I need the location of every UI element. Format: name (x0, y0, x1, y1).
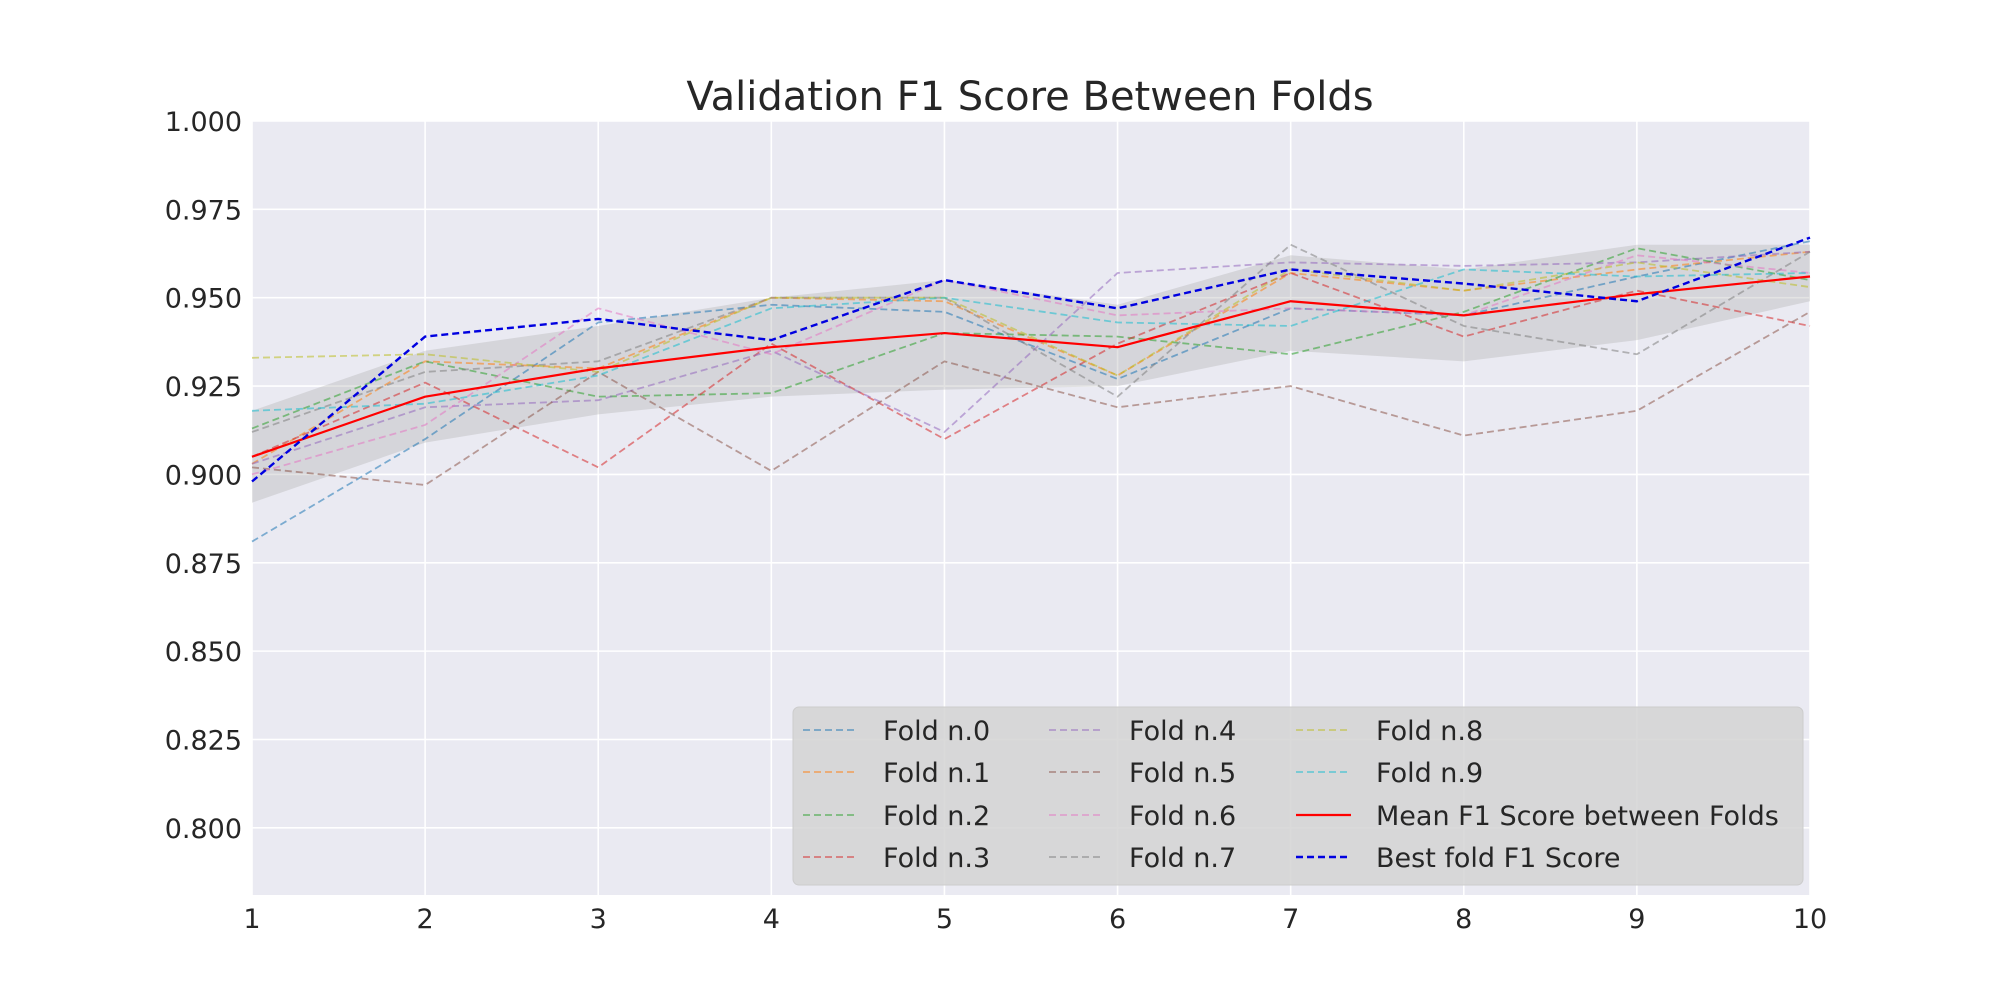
legend-label: Best fold F1 Score (1376, 843, 1621, 874)
x-tick-label: 3 (590, 904, 607, 935)
legend-label: Fold n.9 (1376, 758, 1483, 789)
x-tick-label: 10 (1793, 904, 1827, 935)
legend-label: Fold n.5 (1129, 758, 1236, 789)
series-line-11 (251, 236, 1811, 483)
legend-label: Fold n.6 (1129, 801, 1236, 832)
x-tick-label: 9 (1628, 904, 1645, 935)
y-tick-label: 0.925 (165, 372, 242, 403)
legend: Fold n.0 Fold n.1 Fold n.2 Fold n.3 Fold n.4… (792, 706, 1804, 886)
x-tick-label: 4 (763, 904, 780, 935)
x-tick-label: 8 (1455, 904, 1472, 935)
std-band (252, 244, 1810, 503)
legend-label: Fold n.1 (883, 758, 990, 789)
y-tick-label: 0.975 (165, 195, 242, 226)
x-tick-label: 5 (936, 904, 953, 935)
x-axis-ticks: 1 2 3 4 5 6 7 8 9 10 (243, 904, 1827, 935)
x-tick-label: 2 (417, 904, 434, 935)
series-line-5 (251, 311, 1811, 486)
legend-label: Fold n.0 (883, 716, 990, 747)
x-tick-label: 1 (243, 904, 260, 935)
legend-box (792, 706, 1804, 886)
legend-label: Fold n.8 (1376, 716, 1483, 747)
y-tick-label: 0.875 (165, 549, 242, 580)
chart-title: Validation F1 Score Between Folds (686, 74, 1373, 120)
series-line-4 (251, 250, 1811, 465)
series-line-10 (251, 275, 1811, 458)
legend-label: Mean F1 Score between Folds (1376, 801, 1779, 832)
y-tick-label: 1.000 (165, 107, 242, 138)
legend-label: Fold n.2 (883, 801, 990, 832)
y-tick-label: 0.825 (165, 725, 242, 756)
x-tick-label: 6 (1109, 904, 1126, 935)
series-line-8 (251, 261, 1811, 377)
y-tick-label: 0.850 (165, 637, 242, 668)
series-line-9 (251, 268, 1811, 412)
series-line-7 (251, 243, 1811, 433)
y-tick-label: 0.900 (165, 460, 242, 491)
series-lines (251, 236, 1811, 543)
legend-label: Fold n.7 (1129, 843, 1236, 874)
legend-label: Fold n.3 (883, 843, 990, 874)
series-line-1 (251, 250, 1811, 465)
series-line-0 (251, 240, 1811, 543)
x-tick-label: 7 (1282, 904, 1299, 935)
y-axis-ticks: 1.000 0.975 0.950 0.925 0.900 0.875 0.850 0.825… (165, 107, 242, 845)
legend-label: Fold n.4 (1129, 716, 1236, 747)
y-tick-label: 0.950 (165, 284, 242, 315)
series-line-2 (251, 247, 1811, 430)
confidence-band (252, 244, 1810, 503)
y-tick-label: 0.800 (165, 814, 242, 845)
